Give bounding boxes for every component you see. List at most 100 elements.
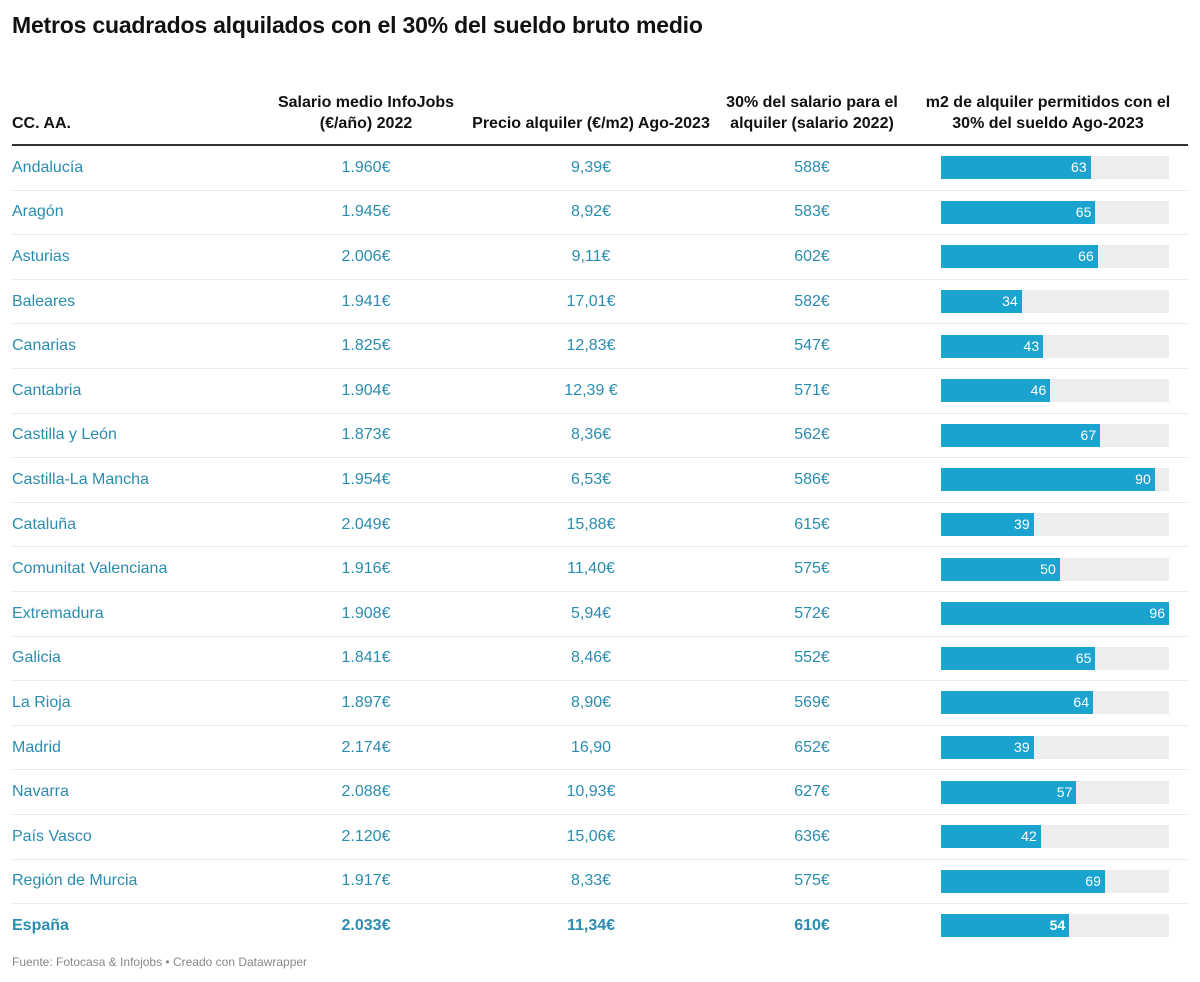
table-row: Castilla y León 1.873€ 8,36€ 562€ 67 <box>12 414 1188 459</box>
bar-fill <box>941 423 1101 447</box>
bar-track: 66 <box>941 245 1169 269</box>
cell-treinta: 602€ <box>794 247 830 265</box>
bar-fill <box>941 914 1070 938</box>
table-row: Canarias 1.825€ 12,83€ 547€ 43 <box>12 324 1188 369</box>
cell-m2: 46 <box>908 379 1188 403</box>
bar-value-label: 63 <box>1071 159 1087 176</box>
cell-salario: 1.897€ <box>341 693 391 711</box>
cell-treinta: 572€ <box>794 604 830 622</box>
bar-value-label: 69 <box>1085 872 1101 889</box>
cell-treinta: 575€ <box>794 560 830 578</box>
cell-salario: 2.006€ <box>341 247 391 265</box>
cell-m2: 66 <box>908 245 1188 269</box>
header-precio[interactable]: Precio alquiler (€/m2) Ago-2023 <box>472 115 710 132</box>
cell-precio: 16,90 <box>570 738 612 756</box>
cell-m2: 42 <box>908 825 1188 849</box>
bar-fill <box>941 869 1105 893</box>
table-row: La Rioja 1.897€ 8,90€ 569€ 64 <box>12 681 1188 726</box>
table-header: CC. AA. Salario medio InfoJobs (€/año) 2… <box>12 68 1188 146</box>
cell-m2: 65 <box>908 646 1188 670</box>
bar-value-label: 65 <box>1075 203 1092 220</box>
bar-value-label: 57 <box>1056 783 1073 800</box>
table-row: Cantabria 1.904€ 12,39 € 571€ 46 <box>12 369 1188 414</box>
cell-m2: 43 <box>908 334 1188 358</box>
cell-m2: 96 <box>908 602 1188 626</box>
header-salario[interactable]: Salario medio InfoJobs (€/año) 2022 <box>277 94 455 132</box>
header-region[interactable]: CC. AA. <box>12 115 71 132</box>
bar-value-label: 34 <box>1002 293 1018 310</box>
cell-region: La Rioja <box>12 693 71 711</box>
cell-salario: 1.873€ <box>341 426 391 444</box>
header-m2[interactable]: m2 de alquiler permitidos con el 30% del… <box>925 94 1171 132</box>
bar-value-label: 42 <box>1021 828 1037 845</box>
cell-treinta: 583€ <box>794 203 830 221</box>
bar-track: 42 <box>941 825 1169 849</box>
table-row: Baleares 1.941€ 17,01€ 582€ 34 <box>12 280 1188 325</box>
cell-treinta: 575€ <box>794 872 830 890</box>
bar-value-label: 96 <box>1149 605 1165 622</box>
table-row: Aragón 1.945€ 8,92€ 583€ 65 <box>12 191 1188 236</box>
cell-precio: 8,46€ <box>570 649 612 667</box>
cell-treinta: 586€ <box>794 470 830 488</box>
table-row: País Vasco 2.120€ 15,06€ 636€ 42 <box>12 815 1188 860</box>
bar-fill <box>941 602 1169 626</box>
cell-precio: 12,39 € <box>564 381 618 399</box>
bar-value-label: 43 <box>1023 337 1040 354</box>
bar-value-label: 64 <box>1073 694 1089 711</box>
footer-source: Fuente: Fotocasa & Infojobs • Creado con… <box>12 955 308 969</box>
cell-salario: 2.120€ <box>341 827 391 845</box>
bar-fill <box>941 646 1096 670</box>
cell-precio: 11,34€ <box>566 916 616 934</box>
cell-m2: 90 <box>908 468 1188 492</box>
bar-fill <box>941 557 1060 581</box>
cell-precio: 6,53€ <box>570 470 612 488</box>
header-treinta[interactable]: 30% del salario para el alquiler (salari… <box>726 94 898 132</box>
bar-value-label: 66 <box>1078 248 1094 265</box>
bar-track: 34 <box>941 290 1169 314</box>
table-row: Región de Murcia 1.917€ 8,33€ 575€ 69 <box>12 860 1188 905</box>
cell-salario: 1.916€ <box>341 560 391 578</box>
cell-treinta: 569€ <box>794 693 830 711</box>
bar-value-label: 67 <box>1080 426 1097 443</box>
cell-m2: 57 <box>908 780 1188 804</box>
bar-value-label: 54 <box>1049 917 1066 934</box>
table-row: España 2.033€ 11,34€ 610€ 54 <box>12 904 1188 948</box>
cell-precio: 8,36€ <box>570 426 612 444</box>
cell-salario: 2.174€ <box>341 738 391 756</box>
bar-track: 39 <box>941 736 1169 760</box>
cell-m2: 39 <box>908 513 1188 537</box>
bar-value-label: 90 <box>1135 471 1151 488</box>
cell-region: Extremadura <box>12 604 104 622</box>
bar-track: 65 <box>941 200 1169 224</box>
cell-region: Canarias <box>12 337 77 355</box>
cell-treinta: 636€ <box>794 827 830 845</box>
cell-precio: 9,11€ <box>571 247 611 265</box>
cell-salario: 1.908€ <box>341 604 391 622</box>
table-row: Andalucía 1.960€ 9,39€ 588€ 63 <box>12 146 1188 191</box>
cell-region: Región de Murcia <box>12 872 138 890</box>
bar-value-label: 50 <box>1040 560 1056 577</box>
cell-precio: 17,01€ <box>566 292 616 310</box>
bar-fill <box>941 156 1091 180</box>
cell-region: Asturias <box>12 247 70 265</box>
table-row: Galicia 1.841€ 8,46€ 552€ 65 <box>12 637 1188 682</box>
bar-track: 96 <box>941 602 1169 626</box>
cell-treinta: 562€ <box>794 426 830 444</box>
cell-salario: 2.088€ <box>341 783 391 801</box>
cell-precio: 12,83€ <box>566 337 616 355</box>
cell-region: Castilla-La Mancha <box>12 470 149 488</box>
cell-treinta: 610€ <box>794 916 830 934</box>
cell-m2: 67 <box>908 423 1188 447</box>
bar-track: 43 <box>941 334 1169 358</box>
cell-precio: 8,90€ <box>570 693 612 711</box>
bar-track: 67 <box>941 423 1169 447</box>
cell-m2: 39 <box>908 736 1188 760</box>
cell-region: Baleares <box>12 292 76 310</box>
cell-m2: 69 <box>908 869 1188 893</box>
cell-salario: 2.033€ <box>341 916 391 934</box>
cell-salario: 1.960€ <box>341 158 391 176</box>
bar-fill <box>941 780 1077 804</box>
cell-treinta: 588€ <box>794 158 830 176</box>
cell-salario: 1.825€ <box>341 337 391 355</box>
